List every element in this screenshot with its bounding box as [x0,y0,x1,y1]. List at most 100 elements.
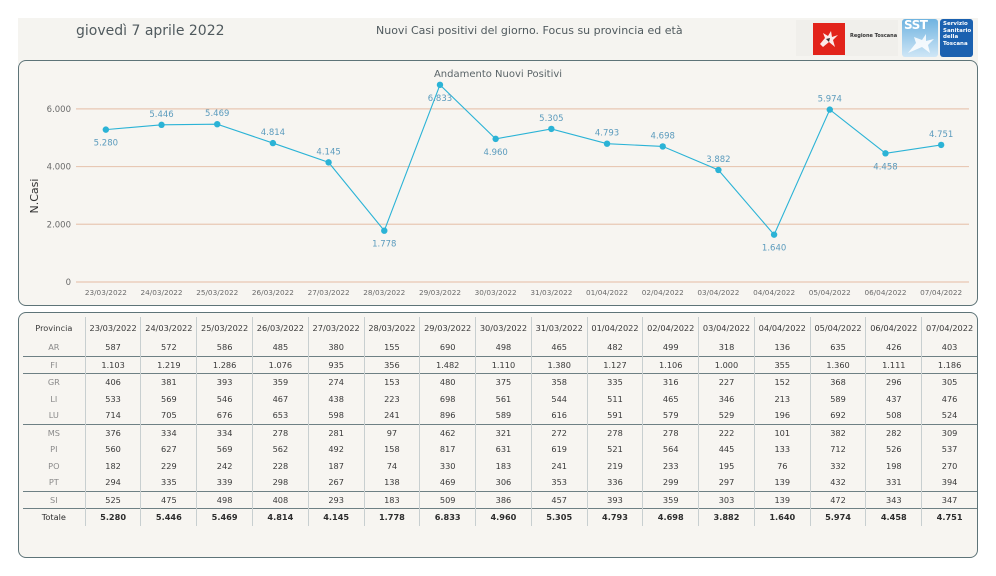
total-value-cell: 5.974 [809,508,866,526]
table-row: LI 533 569 546 467 438 223 698 561 544 511 465 346 21… [23,390,977,407]
x-tick-label: 04/04/2022 [753,288,795,297]
x-tick-label: 27/03/2022 [308,288,350,297]
column-header-date: 27/03/2022 [307,317,365,339]
y-tick-label: 6.000 [47,105,71,115]
value-cell: 359 [252,373,309,391]
data-label: 5.305 [539,114,563,124]
x-tick-label: 25/03/2022 [196,288,238,297]
value-cell: 676 [196,407,253,424]
value-cell: 381 [140,373,197,391]
value-cell: 223 [363,390,420,407]
value-cell: 272 [530,423,588,441]
province-cell: PI [50,444,58,455]
x-tick-label: 29/03/2022 [419,288,461,297]
table-row: PI 560 627 569 562 492 158 817 631 619 521 564 445 13… [23,441,977,458]
value-cell: 1.127 [586,355,643,374]
data-point [492,135,499,143]
value-cell: 294 [84,474,141,491]
value-cell: 714 [84,407,141,424]
data-label: 5.446 [149,110,173,120]
value-cell: 1.000 [698,355,755,374]
column-header-date: 01/04/2022 [586,317,643,339]
data-label: 4.960 [483,148,507,158]
value-cell: 465 [530,339,588,356]
data-label: 4.751 [929,130,953,140]
value-cell: 511 [586,390,643,407]
sst-logo: SST Servizio Sanitario della Toscana [898,18,976,59]
total-value-cell: 5.305 [530,508,588,526]
value-cell: 561 [475,390,532,407]
value-cell: 692 [809,407,866,424]
data-point [436,81,444,89]
column-header-date: 03/04/2022 [698,317,755,339]
data-point [158,121,165,129]
value-cell: 153 [363,373,420,391]
table-row: PO 182 229 242 228 187 74 330 183 241 219 233 195 76 3… [23,457,977,474]
data-point [603,140,611,147]
column-header-date: 07/04/2022 [921,317,977,339]
value-cell: 465 [642,390,699,407]
value-cell: 569 [140,390,197,407]
province-cell: AR [48,342,60,353]
value-cell: 133 [753,441,811,458]
value-cell: 445 [698,441,755,458]
y-tick-label: 2.000 [47,220,71,230]
total-value-cell: 6.833 [419,508,476,526]
data-label: 4.793 [595,129,619,139]
report-header: giovedì 7 aprile 2022 Nuovi Casi positiv… [18,18,978,64]
value-cell: 598 [307,407,365,424]
total-row: Totale 5.280 5.446 5.469 4.814 4.145 1.778 6.83… [23,508,977,526]
table-row: LU 714 705 676 653 598 241 896 589 616 591 579 529 19… [23,407,977,424]
value-cell: 305 [921,373,977,391]
value-cell: 335 [586,373,643,391]
total-value-cell: 5.469 [196,508,253,526]
value-cell: 298 [252,474,309,491]
column-header-date: 24/03/2022 [140,317,197,339]
value-cell: 1.103 [84,355,141,374]
data-label: 5.469 [205,109,229,119]
value-cell: 219 [586,457,643,474]
total-value-cell: 4.751 [921,508,977,526]
value-cell: 139 [753,490,811,509]
value-cell: 509 [419,490,476,509]
value-cell: 1.219 [140,355,197,374]
total-label: Totale [23,508,86,526]
data-point [325,159,332,166]
province-cell: PT [48,477,59,488]
value-cell: 472 [809,490,866,509]
report-title: Nuovi Casi positivi del giorno. Focus su… [376,24,683,37]
value-cell: 233 [642,457,699,474]
data-label: 4.814 [261,128,285,138]
value-cell: 227 [698,373,755,391]
value-cell: 438 [307,390,365,407]
value-cell: 198 [865,457,922,474]
data-point [770,231,778,238]
value-cell: 353 [530,474,588,491]
value-cell: 525 [84,490,141,509]
trend-line-chart: Andamento Nuovi Positivi N.Casi 0 2.000 4.00… [28,69,969,297]
value-cell: 393 [586,490,643,509]
table-row: GR 406 381 393 359 274 153 480 375 358 335 316 227 15… [23,373,977,391]
total-value-cell: 4.458 [865,508,922,526]
value-cell: 1.360 [809,355,866,374]
value-cell: 318 [698,339,755,356]
value-cell: 368 [809,373,866,391]
value-cell: 393 [196,373,253,391]
value-cell: 712 [809,441,866,458]
value-cell: 579 [642,407,699,424]
x-tick-label: 02/04/2022 [642,288,684,297]
province-cell: GR [23,373,86,391]
value-cell: 587 [84,339,141,356]
value-cell: 358 [530,373,588,391]
province-cell: SI [23,490,86,509]
value-cell: 97 [363,423,420,441]
value-cell: 1.482 [419,355,476,374]
province-cell: PO [48,460,60,471]
column-header-date: 05/04/2022 [809,317,866,339]
x-tick-label: 03/04/2022 [697,288,739,297]
value-cell: 508 [865,407,922,424]
value-cell: 346 [698,390,755,407]
x-tick-label: 05/04/2022 [809,288,851,297]
value-cell: 408 [252,490,309,509]
value-cell: 394 [921,474,977,491]
